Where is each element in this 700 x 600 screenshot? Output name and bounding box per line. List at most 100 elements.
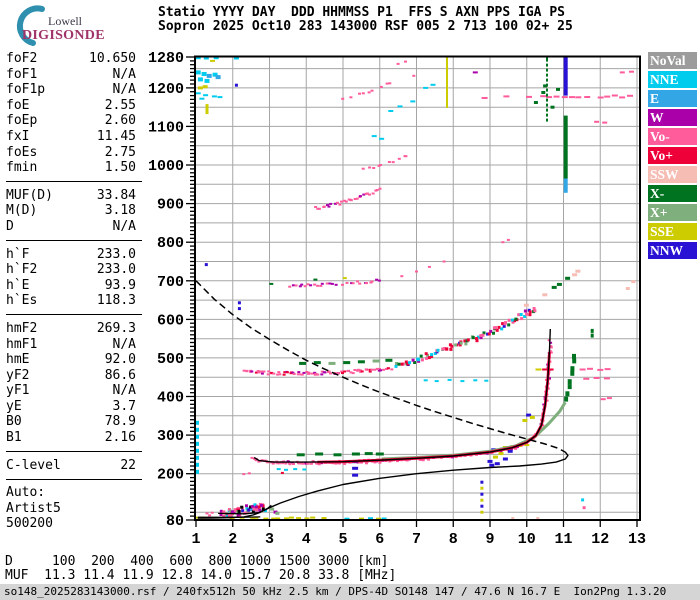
param-label: 500200	[6, 516, 53, 532]
echo-type-legend: NoVal NNE E W Vo- Vo+ SSW X- X+ SSE NNW	[648, 52, 698, 261]
legend-label: NNW	[650, 243, 683, 258]
param-label: foEp	[6, 113, 38, 129]
param-row: hmF2 269.3	[6, 321, 136, 337]
svg-text:1200: 1200	[148, 81, 184, 98]
legend-item-e: E	[648, 90, 697, 107]
param-value: 3.18	[104, 203, 136, 219]
param-row: foEs 2.75	[6, 145, 136, 161]
parameter-panel: foF2 10.650 foF1 N/A foF1p N/A foE 2.55 foEp 2.60…	[6, 51, 142, 532]
param-row: foE 2.55	[6, 98, 136, 114]
param-row: yF2 86.6	[6, 368, 136, 384]
param-label: fmin	[6, 160, 38, 176]
header-line1: Statio YYYY DAY DDD HHMMSS P1 FFS S AXN …	[158, 5, 565, 20]
param-row: foEp 2.60	[6, 113, 136, 129]
logo-brand-main: DIGISONDE	[22, 28, 105, 43]
param-row: h`Es 118.3	[6, 293, 136, 309]
logo-arc-icon	[16, 5, 45, 46]
svg-text:1: 1	[191, 531, 200, 548]
param-row: hmF1 N/A	[6, 337, 136, 353]
legend-label: NoVal	[650, 53, 686, 68]
param-value: 2.55	[104, 97, 136, 113]
legend-label: X-	[650, 186, 665, 201]
param-label: D	[6, 218, 14, 234]
svg-text:7: 7	[412, 531, 421, 548]
param-label: foF2	[6, 51, 38, 66]
legend-item-noval: NoVal	[648, 52, 697, 69]
svg-text:12: 12	[591, 531, 609, 548]
param-label: yE	[6, 398, 22, 414]
param-label: foE	[6, 97, 30, 113]
svg-text:700: 700	[157, 274, 184, 291]
svg-text:6: 6	[375, 531, 384, 548]
param-value: N/A	[112, 82, 136, 98]
svg-text:8: 8	[449, 531, 458, 548]
param-label: B0	[6, 414, 22, 430]
legend-label: SSW	[650, 167, 679, 182]
param-label: h`Es	[6, 293, 38, 309]
logo-brand-top: Lowell	[48, 14, 82, 28]
param-value: 269.3	[96, 320, 136, 336]
param-label: hmE	[6, 352, 30, 368]
param-label: foF1p	[6, 82, 46, 98]
legend-label: Vo-	[650, 129, 670, 144]
param-row: D N/A	[6, 219, 136, 235]
legend-label: X+	[650, 205, 668, 220]
svg-text:11: 11	[554, 531, 572, 548]
param-value: 10.650	[89, 51, 136, 66]
param-row: Artist5	[6, 501, 136, 517]
param-row: Auto:	[6, 485, 136, 501]
param-value: 11.45	[96, 128, 136, 144]
svg-text:900: 900	[157, 197, 184, 214]
param-value: 118.3	[96, 293, 136, 309]
param-value: N/A	[112, 66, 136, 82]
param-divider	[6, 181, 142, 183]
svg-text:300: 300	[157, 428, 184, 445]
header-block: Statio YYYY DAY DDD HHMMSS P1 FFS S AXN …	[158, 6, 573, 34]
legend-item-x: X-	[648, 185, 697, 202]
param-row: h`F2 233.0	[6, 262, 136, 278]
param-value: 2.60	[104, 113, 136, 129]
svg-text:600: 600	[157, 312, 184, 329]
param-row: M(D) 3.18	[6, 203, 136, 219]
param-divider	[6, 314, 142, 316]
svg-text:500: 500	[157, 351, 184, 368]
distance-table-row: D 100 200 400 600 800 1000 1500 3000 [km…	[5, 554, 389, 569]
param-value: 92.0	[104, 352, 136, 368]
muf-table-row: MUF 11.3 11.4 11.9 12.8 14.0 15.7 20.8 3…	[5, 568, 397, 583]
param-label: MUF(D)	[6, 187, 53, 203]
svg-text:800: 800	[157, 235, 184, 252]
svg-text:5: 5	[338, 531, 347, 548]
param-row: MUF(D) 33.84	[6, 188, 136, 204]
param-row: foF2 10.650	[6, 51, 136, 67]
legend-item-w: W	[648, 109, 697, 126]
param-value: 93.9	[104, 277, 136, 293]
param-label: fxI	[6, 128, 30, 144]
svg-text:200: 200	[157, 467, 184, 484]
legend-item-x: X+	[648, 204, 697, 221]
legend-item-vo: Vo+	[648, 147, 697, 164]
legend-label: SSE	[650, 224, 675, 239]
param-value: 233.0	[96, 246, 136, 262]
param-label: M(D)	[6, 203, 38, 219]
legend-item-sse: SSE	[648, 223, 697, 240]
header-line2: Sopron 2025 Oct10 283 143000 RSF 005 2 7…	[158, 19, 573, 34]
svg-text:1280: 1280	[148, 50, 184, 67]
param-label: B1	[6, 430, 22, 446]
svg-text:1000: 1000	[148, 158, 184, 175]
param-label: yF2	[6, 367, 30, 383]
param-label: Auto:	[6, 485, 46, 501]
status-text: so148_2025283143000.rsf / 240fx512h 50 k…	[4, 585, 667, 598]
param-row: foF1 N/A	[6, 67, 136, 83]
param-value: 2.75	[104, 144, 136, 160]
param-value: 3.7	[112, 398, 136, 414]
param-row: hmE 92.0	[6, 352, 136, 368]
param-label: h`E	[6, 277, 30, 293]
svg-text:1100: 1100	[148, 119, 184, 136]
svg-text:3: 3	[265, 531, 274, 548]
param-row: yF1 N/A	[6, 383, 136, 399]
svg-text:400: 400	[157, 390, 184, 407]
param-value: 233.0	[96, 262, 136, 278]
digisonde-logo: Lowell DIGISONDE	[6, 2, 126, 48]
